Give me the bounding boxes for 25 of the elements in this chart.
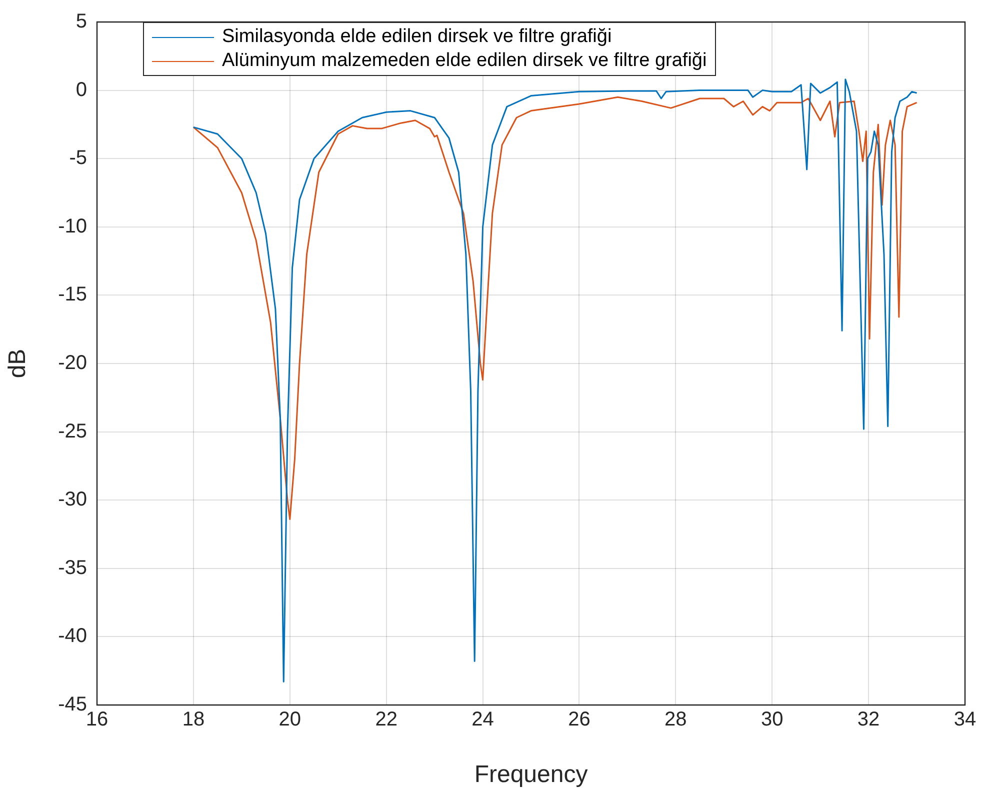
x-tick-label: 34 [954, 708, 976, 731]
x-tick-label: 26 [568, 708, 590, 731]
x-axis-title: Frequency [474, 761, 588, 788]
y-tick-label: -45 [58, 694, 87, 716]
y-axis-title: dB [4, 348, 32, 378]
x-tick-label: 24 [472, 708, 494, 731]
x-tick-label: 16 [86, 708, 108, 731]
y-tick-label: -5 [69, 147, 87, 170]
y-tick-label: -30 [58, 488, 87, 511]
y-tick-label: -15 [58, 284, 87, 306]
x-tick-label: 22 [375, 708, 398, 731]
x-tick-label: 28 [664, 708, 687, 731]
y-tick-label: -20 [58, 352, 87, 374]
y-tick-label: -40 [58, 625, 87, 648]
y-tick-label: 5 [76, 10, 87, 33]
y-tick-label: -25 [58, 420, 87, 442]
legend-label: Similasyonda elde edilen dirsek ve filtre grafiği [222, 26, 612, 48]
legend-label: Alüminyum malzemeden elde edilen dirsek ve filtre grafiği [222, 50, 707, 72]
x-tick-label: 30 [760, 708, 784, 731]
x-tick-label: 18 [182, 708, 205, 731]
y-tick-label: -35 [58, 556, 87, 579]
y-tick-label: 0 [76, 78, 87, 101]
y-tick-label: -10 [58, 215, 87, 238]
x-tick-label: 32 [857, 708, 880, 731]
x-tick-label: 20 [278, 708, 302, 731]
